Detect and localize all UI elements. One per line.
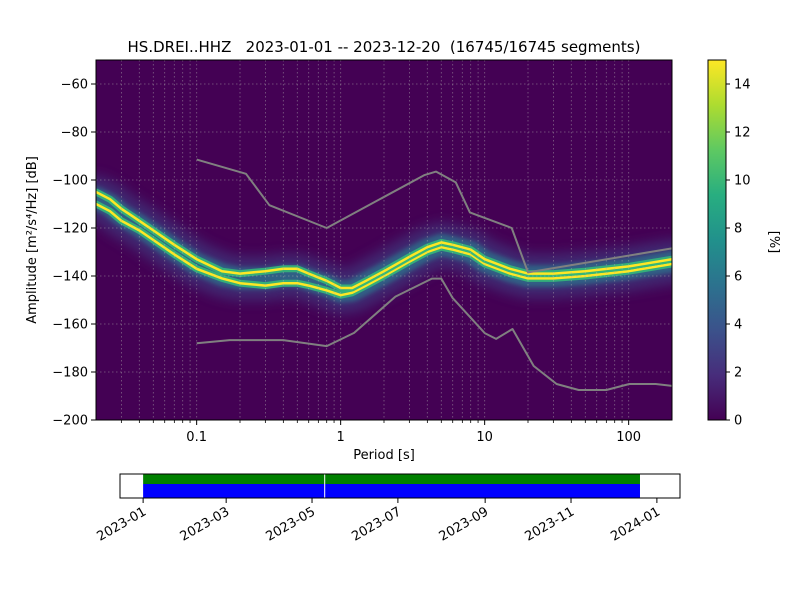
x-tick-label: 100 — [616, 430, 641, 445]
timeline-ticks: 2023-01 2023-03 2023-05 2023-07 2023-09 2023-… — [95, 498, 663, 545]
x-axis-label: Period [s] — [353, 448, 415, 463]
colorbar-tick-label: 2 — [734, 366, 742, 381]
x-tick-label: 1 — [337, 430, 345, 445]
colorbar-tick-label: 12 — [734, 126, 751, 141]
colorbar-gradient — [707, 59, 727, 421]
x-tick-label: 0.1 — [186, 430, 207, 445]
noise-models — [196, 158, 672, 391]
colorbar-tick-label: 6 — [734, 270, 742, 285]
timeline-tick-label: 2024-01 — [608, 504, 663, 544]
chart-title: HS.DREI..HHZ 2023-01-01 -- 2023-12-20 (1… — [128, 38, 641, 56]
density-ridge-2 — [96, 190, 672, 290]
colorbar-tick-label: 0 — [734, 414, 742, 429]
coverage-timeline: 2023-01 2023-03 2023-05 2023-07 2023-09 2023-… — [95, 473, 681, 545]
timeline-tick-label: 2023-09 — [437, 504, 492, 544]
timeline-tick-label: 2023-03 — [178, 504, 233, 544]
x-tick-label: 10 — [476, 430, 493, 445]
timeline-frame — [119, 473, 681, 499]
y-tick-label: −100 — [52, 174, 88, 189]
new-high-noise-model — [196, 158, 672, 274]
timeline-tick-label: 2023-05 — [263, 504, 318, 544]
timeline-tick-label: 2023-01 — [95, 504, 150, 544]
timeline-data-bar — [143, 484, 640, 498]
y-tick-label: −140 — [52, 270, 88, 285]
timeline-tick-label: 2023-11 — [522, 504, 577, 544]
y-axis: −60 −80 −100 −120 −140 −160 −180 −200 — [52, 78, 96, 429]
y-tick-label: −80 — [61, 126, 88, 141]
y-tick-label: −200 — [52, 414, 88, 429]
colorbar-tick-label: 14 — [734, 78, 751, 93]
grid-lines — [96, 60, 672, 420]
colorbar: 0 2 4 6 8 10 12 14 [%] — [707, 59, 781, 429]
y-tick-label: −180 — [52, 366, 88, 381]
colorbar-label: [%] — [766, 231, 781, 254]
x-axis: 0.1 1 10 100 — [120, 420, 641, 445]
colorbar-tick-label: 4 — [734, 318, 742, 333]
colorbar-tick-label: 8 — [734, 222, 742, 237]
colorbar-ticks: 0 2 4 6 8 10 12 14 — [726, 78, 751, 429]
y-axis-label: Amplitude [m²/s⁴/Hz] [dB] — [25, 156, 40, 324]
probability-density — [96, 176, 672, 314]
y-tick-label: −120 — [52, 222, 88, 237]
density-ridge-1 — [96, 202, 672, 297]
new-low-noise-model — [196, 277, 672, 391]
timeline-tick-label: 2023-07 — [349, 504, 404, 544]
y-tick-label: −60 — [61, 78, 88, 93]
ppsd-plot: 0.1 1 10 100 −60 −80 −100 −120 −140 −160 −180 −200… — [25, 59, 673, 463]
timeline-used-bar — [143, 474, 640, 484]
y-tick-label: −160 — [52, 318, 88, 333]
colorbar-tick-label: 10 — [734, 174, 751, 189]
